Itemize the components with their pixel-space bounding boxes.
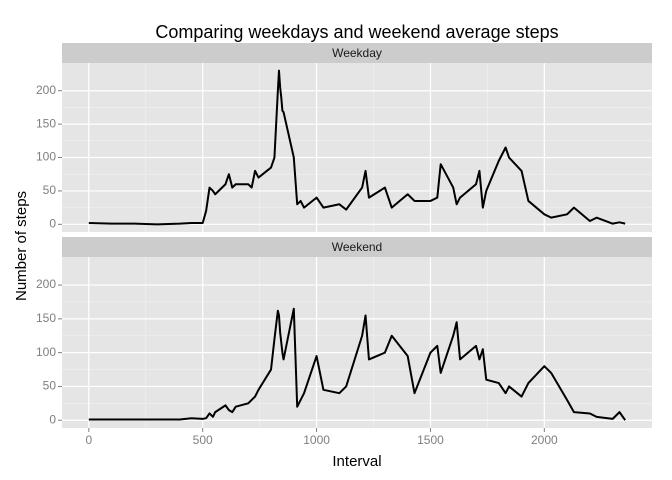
y-tick-label: 200 (36, 83, 56, 97)
y-tick-label: 50 (43, 379, 57, 393)
strip (62, 237, 652, 257)
chart-title: Comparing weekdays and weekend average s… (155, 22, 558, 42)
y-tick-label: 0 (49, 412, 56, 426)
strip (62, 43, 652, 63)
x-tick-label: 500 (193, 433, 213, 447)
panel (62, 257, 652, 428)
line (88, 69, 626, 226)
y-tick-label: 0 (49, 216, 56, 230)
y-tick-label: 100 (36, 345, 56, 359)
strip-label: Weekday (332, 46, 382, 60)
y-axis-label: Number of steps (13, 191, 30, 301)
y-tick-label: 150 (36, 311, 56, 325)
panel (62, 63, 652, 232)
x-tick-label: 1000 (303, 433, 330, 447)
x-tick-label: 1500 (417, 433, 444, 447)
strip-label: Weekend (332, 240, 382, 254)
y-tick-label: 150 (36, 116, 56, 130)
x-axis-label: Interval (332, 453, 381, 470)
y-tick-label: 200 (36, 277, 56, 291)
x-tick-label: 0 (85, 433, 92, 447)
y-tick-label: 100 (36, 150, 56, 164)
x-tick-label: 2000 (531, 433, 558, 447)
y-tick-label: 50 (43, 183, 57, 197)
line (88, 307, 626, 421)
